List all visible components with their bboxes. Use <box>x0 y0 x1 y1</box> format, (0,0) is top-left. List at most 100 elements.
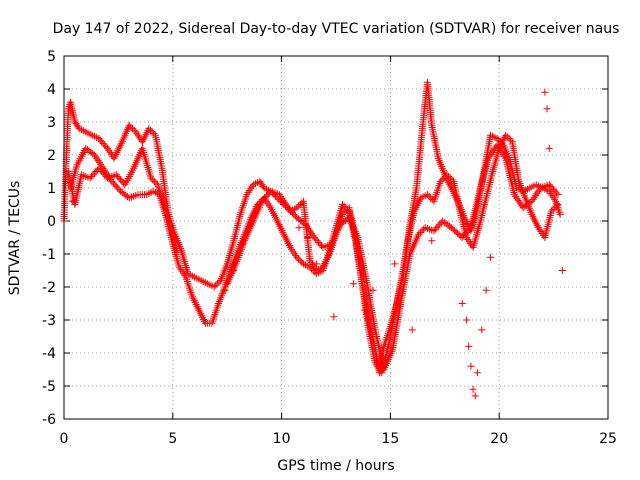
data-point-plus <box>349 280 357 288</box>
data-point-plus <box>339 201 347 208</box>
data-point-plus <box>95 164 103 172</box>
y-tick-label: 5 <box>47 49 56 65</box>
data-point-plus <box>294 255 302 263</box>
data-point-plus <box>101 141 109 149</box>
data-point-plus <box>259 196 267 204</box>
data-point-plus <box>88 172 96 180</box>
data-point-plus <box>493 135 501 142</box>
data-point-plus <box>102 143 110 151</box>
data-point-plus <box>296 201 304 208</box>
data-point-plus <box>275 196 283 204</box>
y-tick-label: -1 <box>42 247 56 263</box>
data-point-plus <box>112 171 120 179</box>
data-point-plus <box>293 204 301 212</box>
data-point-plus <box>551 204 559 212</box>
data-point-plus <box>129 125 137 133</box>
data-point-plus <box>213 280 221 288</box>
data-point-plus <box>313 237 321 245</box>
data-point-plus <box>96 136 104 144</box>
y-tick-label: 1 <box>47 181 56 197</box>
x-tick-label: 20 <box>490 431 508 447</box>
data-point-plus <box>295 224 303 232</box>
data-point-plus <box>502 131 510 139</box>
data-point-plus <box>114 172 122 180</box>
data-point-plus <box>145 125 153 133</box>
data-point-plus <box>558 267 566 274</box>
plot-frame <box>63 55 609 420</box>
data-point-plus <box>554 201 562 208</box>
data-point-plus <box>308 265 316 273</box>
data-point-plus <box>461 230 469 238</box>
data-point-plus <box>127 123 135 131</box>
data-point-plus <box>438 176 446 184</box>
data-point-plus <box>298 258 306 266</box>
data-point-plus <box>547 182 555 190</box>
data-point-plus <box>288 209 296 217</box>
data-point-plus <box>290 210 298 218</box>
y-tick-label: 3 <box>47 115 56 131</box>
data-point-plus <box>446 174 454 182</box>
data-point-plus <box>152 179 160 187</box>
data-point-plus <box>553 189 561 197</box>
data-point-plus <box>95 135 103 142</box>
data-point-plus <box>550 186 558 194</box>
x-tick-label: 25 <box>599 431 617 447</box>
data-point-plus <box>431 225 439 233</box>
data-point-plus <box>545 144 553 152</box>
data-point-plus <box>262 192 270 200</box>
data-point-plus <box>541 88 549 96</box>
data-point-plus <box>111 181 119 189</box>
y-tick-label: -3 <box>42 313 56 329</box>
data-point-plus <box>112 182 120 190</box>
data-point-plus <box>428 237 436 245</box>
data-point-plus <box>69 197 77 205</box>
x-tick-label: 0 <box>60 431 69 447</box>
data-point-plus <box>471 392 479 400</box>
y-tick-label: -4 <box>42 346 56 362</box>
data-point-plus <box>391 260 399 268</box>
data-point-plus <box>545 181 553 189</box>
data-point-plus <box>300 219 308 227</box>
data-point-plus <box>261 194 269 202</box>
y-tick-label: 4 <box>47 82 56 98</box>
data-point-plus <box>309 267 317 274</box>
data-point-plus <box>291 212 299 220</box>
data-point-plus <box>109 179 117 187</box>
chart-title: Day 147 of 2022, Sidereal Day-to-day VTE… <box>53 21 620 37</box>
data-point-plus <box>342 204 350 212</box>
data-point-plus <box>460 232 468 240</box>
y-tick-label: -6 <box>42 412 56 428</box>
data-point-plus <box>315 238 323 246</box>
data-point-plus <box>114 184 122 192</box>
data-point-plus <box>469 385 477 393</box>
y-tick-label: 0 <box>47 214 56 230</box>
data-point-plus <box>548 184 556 192</box>
data-point-plus <box>505 135 513 142</box>
data-point-plus <box>486 253 494 261</box>
data-point-plus <box>458 234 466 241</box>
data-point-plus <box>445 172 453 180</box>
y-tick-label: 2 <box>47 148 56 164</box>
data-point-plus <box>554 191 562 199</box>
data-point-plus <box>304 234 312 241</box>
data-point-plus <box>212 281 220 289</box>
data-point-plus <box>221 286 229 294</box>
data-point-plus <box>330 313 338 321</box>
y-axis-label: SDTVAR / TECUs <box>7 181 23 296</box>
data-point-plus <box>264 191 272 199</box>
data-point-plus <box>552 202 560 210</box>
data-point-plus <box>294 202 302 210</box>
data-point-plus <box>150 177 158 185</box>
data-point-plus <box>507 136 515 144</box>
data-point-plus <box>549 205 557 213</box>
data-point-plus <box>547 207 555 215</box>
data-point-plus <box>427 194 435 202</box>
data-point-plus <box>150 130 158 138</box>
data-point-plus <box>478 326 486 334</box>
data-point-plus <box>436 177 444 185</box>
data-point-plus <box>96 166 104 174</box>
data-point-plus <box>423 191 431 199</box>
data-point-plus <box>147 174 155 182</box>
data-point-plus <box>430 227 438 235</box>
